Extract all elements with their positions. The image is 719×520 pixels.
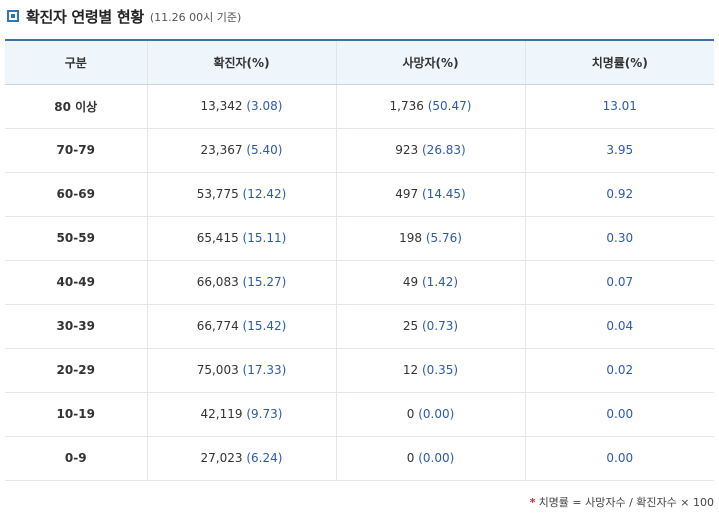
table-row: 30-39 66,774 (15.42) 25 (0.73) 0.04 [5, 304, 714, 349]
cases-count: 13,342 [200, 99, 243, 113]
cases-count: 66,774 [196, 319, 239, 333]
deaths-percent: (14.45) [422, 187, 466, 201]
cases-cell: 66,774 (15.42) [146, 304, 336, 349]
deaths-count: 12 [402, 363, 419, 377]
deaths-percent: (26.83) [422, 143, 466, 157]
deaths-cell: 0 (0.00) [335, 392, 525, 437]
cases-percent: (15.27) [242, 275, 287, 289]
deaths-count: 198 [399, 231, 422, 245]
age-group-cell: 10-19 [5, 392, 147, 437]
table-row: 80 이상 13,342 (3.08) 1,736 (50.47) 13.01 [5, 84, 714, 129]
cases-cell: 75,003 (17.33) [146, 348, 336, 393]
cases-count: 75,003 [196, 363, 239, 377]
deaths-count: 0 [406, 451, 415, 465]
cases-percent: (15.42) [242, 319, 287, 333]
deaths-count: 1,736 [389, 99, 424, 113]
deaths-count: 497 [395, 187, 419, 201]
age-group-cell: 20-29 [5, 348, 147, 393]
cases-percent: (9.73) [246, 407, 283, 421]
fatality-rate-cell: 3.95 [524, 128, 714, 173]
deaths-cell: 497 (14.45) [335, 172, 525, 217]
section-subtitle: (11.26 00시 기준) [149, 11, 242, 24]
deaths-percent: (1.42) [422, 275, 459, 289]
deaths-percent: (5.76) [425, 231, 462, 245]
column-header-fatality-rate: 치명률(%) [524, 39, 714, 85]
deaths-cell: 25 (0.73) [335, 304, 525, 349]
table-row: 40-49 66,083 (15.27) 49 (1.42) 0.07 [5, 260, 714, 305]
section-header: 확진자 연령별 현황 (11.26 00시 기준) [7, 6, 241, 26]
fatality-rate-cell: 0.07 [524, 260, 714, 305]
cases-count: 65,415 [196, 231, 239, 245]
cases-percent: (12.42) [242, 187, 287, 201]
deaths-percent: (0.00) [418, 451, 455, 465]
cases-count: 42,119 [200, 407, 243, 421]
age-stats-table: 구분 확진자(%) 사망자(%) 치명률(%) 80 이상 13,342 (3.0… [5, 39, 714, 481]
column-header-cases: 확진자(%) [146, 39, 336, 85]
footnote-marker: * [529, 496, 536, 509]
deaths-percent: (0.73) [422, 319, 459, 333]
age-group-cell: 30-39 [5, 304, 147, 349]
cases-percent: (17.33) [242, 363, 287, 377]
section-title: 확진자 연령별 현황 [26, 7, 144, 26]
fatality-rate-cell: 0.30 [524, 216, 714, 261]
cases-cell: 23,367 (5.40) [146, 128, 336, 173]
cases-cell: 27,023 (6.24) [146, 436, 336, 481]
cases-count: 66,083 [196, 275, 239, 289]
cases-cell: 42,119 (9.73) [146, 392, 336, 437]
cases-percent: (3.08) [246, 99, 283, 113]
table-row: 10-19 42,119 (9.73) 0 (0.00) 0.00 [5, 392, 714, 437]
deaths-cell: 49 (1.42) [335, 260, 525, 305]
cases-count: 23,367 [200, 143, 243, 157]
deaths-percent: (50.47) [427, 99, 472, 113]
table-row: 20-29 75,003 (17.33) 12 (0.35) 0.02 [5, 348, 714, 393]
deaths-count: 49 [402, 275, 419, 289]
table-row: 60-69 53,775 (12.42) 497 (14.45) 0.92 [5, 172, 714, 217]
cases-cell: 66,083 (15.27) [146, 260, 336, 305]
age-group-cell: 50-59 [5, 216, 147, 261]
fatality-rate-cell: 0.02 [524, 348, 714, 393]
fatality-rate-cell: 0.92 [524, 172, 714, 217]
age-group-cell: 60-69 [5, 172, 147, 217]
fatality-rate-cell: 0.04 [524, 304, 714, 349]
age-group-cell: 70-79 [5, 128, 147, 173]
deaths-percent: (0.35) [422, 363, 459, 377]
deaths-percent: (0.00) [418, 407, 455, 421]
fatality-rate-cell: 0.00 [524, 436, 714, 481]
deaths-cell: 923 (26.83) [335, 128, 525, 173]
column-header-category: 구분 [5, 39, 147, 85]
deaths-cell: 198 (5.76) [335, 216, 525, 261]
cases-cell: 65,415 (15.11) [146, 216, 336, 261]
cases-percent: (5.40) [246, 143, 283, 157]
footnote: * 치명률 = 사망자수 / 확진자수 × 100 [530, 494, 714, 510]
column-header-deaths: 사망자(%) [335, 39, 525, 85]
cases-count: 53,775 [196, 187, 239, 201]
fatality-rate-cell: 13.01 [524, 84, 714, 129]
table-row: 50-59 65,415 (15.11) 198 (5.76) 0.30 [5, 216, 714, 261]
cases-cell: 53,775 (12.42) [146, 172, 336, 217]
table-row: 70-79 23,367 (5.40) 923 (26.83) 3.95 [5, 128, 714, 173]
table-row: 0-9 27,023 (6.24) 0 (0.00) 0.00 [5, 436, 714, 481]
cases-cell: 13,342 (3.08) [146, 84, 336, 129]
deaths-cell: 1,736 (50.47) [335, 84, 525, 129]
cases-percent: (15.11) [242, 231, 287, 245]
table-header-row: 구분 확진자(%) 사망자(%) 치명률(%) [5, 39, 714, 85]
deaths-count: 923 [395, 143, 419, 157]
age-group-cell: 0-9 [5, 436, 147, 481]
age-group-cell: 40-49 [5, 260, 147, 305]
footnote-text: 치명률 = 사망자수 / 확진자수 × 100 [538, 496, 714, 509]
deaths-cell: 12 (0.35) [335, 348, 525, 393]
deaths-count: 25 [402, 319, 419, 333]
deaths-count: 0 [406, 407, 415, 421]
age-group-cell: 80 이상 [5, 84, 147, 129]
cases-percent: (6.24) [246, 451, 283, 465]
table-body: 80 이상 13,342 (3.08) 1,736 (50.47) 13.01 70-7… [5, 84, 714, 481]
cases-count: 27,023 [200, 451, 243, 465]
square-bullet-icon [7, 10, 19, 22]
deaths-cell: 0 (0.00) [335, 436, 525, 481]
fatality-rate-cell: 0.00 [524, 392, 714, 437]
